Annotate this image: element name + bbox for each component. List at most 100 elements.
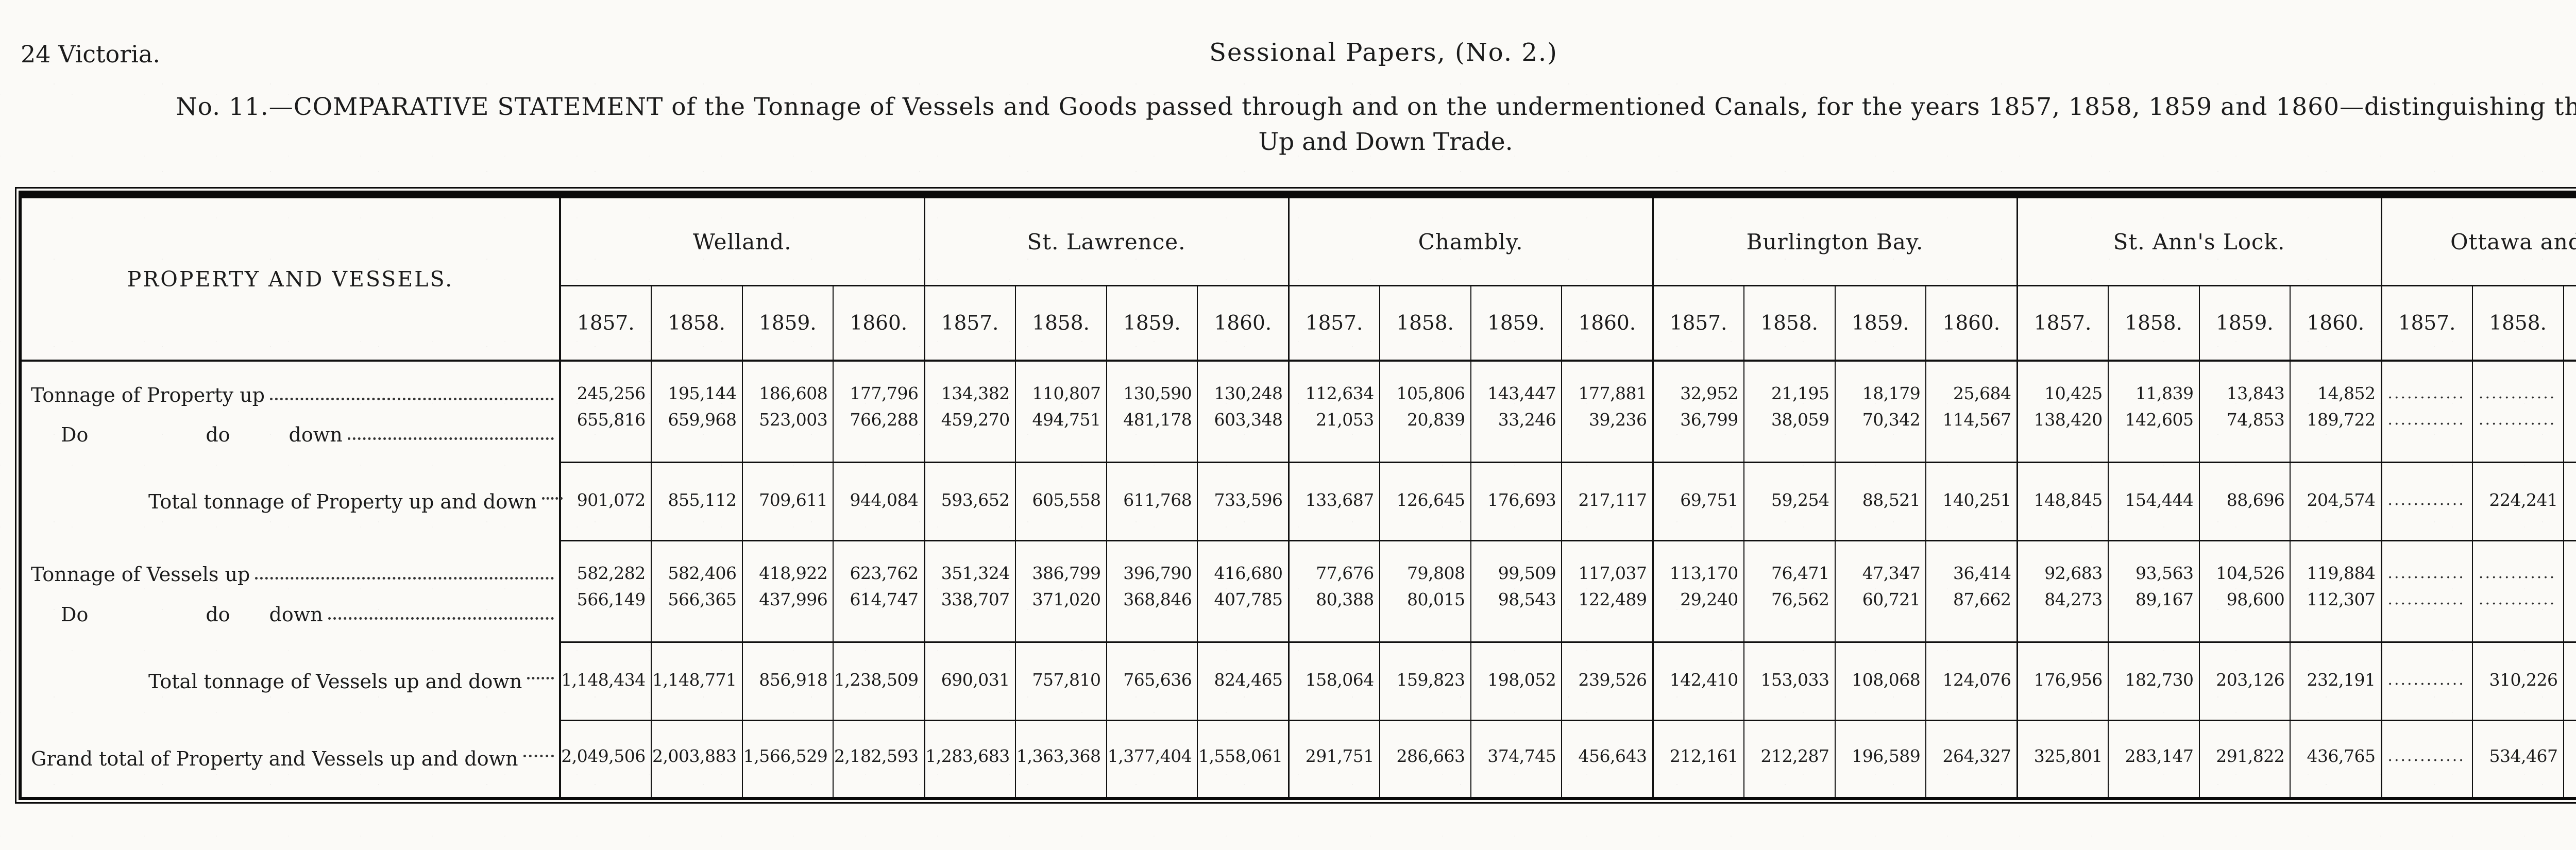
dot-leader <box>347 437 554 440</box>
data-cell: 98,600 <box>2198 586 2291 642</box>
data-cell: 36,414 <box>1925 540 2017 587</box>
data-cell: 944,084 <box>833 462 924 541</box>
data-cell: 212,287 <box>1743 720 1835 797</box>
data-cell: 186,608 <box>741 361 834 407</box>
data-cell: 130,590 <box>1106 361 1198 407</box>
data-cell: 1,377,404 <box>1106 720 1198 797</box>
dot-leader <box>270 397 554 400</box>
data-cell: 368,846 <box>1106 586 1198 642</box>
data-cell: 154,444 <box>2107 462 2199 541</box>
data-cell: 198,052 <box>1470 641 1562 721</box>
data-cell: 20,839 <box>1379 406 1471 463</box>
data-cell: 2,182,593 <box>833 720 924 797</box>
year-header: 1858. <box>1743 285 1835 362</box>
data-cell: 148,845 <box>2016 462 2108 541</box>
data-cell: 1,148,771 <box>650 641 742 721</box>
canal-header-st-anns-lock: St. Ann's Lock. <box>2016 198 2381 287</box>
data-cell: 371,020 <box>1014 586 1107 642</box>
data-cell: ............ <box>2380 641 2472 721</box>
data-cell: 59,254 <box>1743 462 1835 541</box>
data-cell: 79,808 <box>1379 540 1471 587</box>
data-cell: ............ <box>2471 540 2564 587</box>
page-header: 24 Victoria. Sessional Papers, (No. 2.) … <box>21 38 2576 76</box>
data-cell: 159,823 <box>1379 641 1471 721</box>
canal-header-ottawa-rideau: Ottawa and Rideau. <box>2380 198 2576 287</box>
data-cell: 1,558,061 <box>1197 720 1289 797</box>
row-label-text: Total tonnage of Property up and down <box>148 490 537 513</box>
data-cell: 88,696 <box>2198 462 2291 541</box>
canal-header-st-lawrence: St. Lawrence. <box>923 198 1289 287</box>
year-header: 1857. <box>559 285 651 362</box>
data-cell: 88,521 <box>1834 462 1926 541</box>
table-row: Tonnage of Vessels up 582,282 582,406 418,9… <box>22 540 2576 587</box>
data-cell: 494,751 <box>1014 406 1107 463</box>
data-cell: 87,662 <box>1925 586 2017 642</box>
data-cell: 396,790 <box>1106 540 1198 587</box>
data-cell: 1,566,529 <box>741 720 834 797</box>
data-cell: 105,806 <box>1379 361 1471 407</box>
data-cell: 76,562 <box>1743 586 1835 642</box>
data-cell: 69,751 <box>1652 462 1744 541</box>
data-cell: ............ <box>2380 720 2472 797</box>
data-cell: 21,195 <box>1743 361 1835 407</box>
data-cell: 60,721 <box>1834 586 1926 642</box>
data-cell: 611,768 <box>1106 462 1198 541</box>
data-cell: 195,144 <box>650 361 742 407</box>
data-cell: ............ <box>2380 586 2472 642</box>
data-cell: ............ <box>2471 406 2564 463</box>
data-cell: 481,178 <box>1106 406 1198 463</box>
data-cell: 112,634 <box>1287 361 1380 407</box>
data-cell: 1,148,434 <box>559 641 651 721</box>
data-cell: 855,112 <box>650 462 742 541</box>
data-cell: 232,191 <box>2290 641 2381 721</box>
data-cell: 142,605 <box>2107 406 2199 463</box>
data-cell: 133,687 <box>1287 462 1380 541</box>
year-header: 1860. <box>1197 285 1289 362</box>
stub-header: PROPERTY AND VESSELS. <box>22 198 561 362</box>
data-cell: 76,471 <box>1743 540 1835 587</box>
publication-title: Sessional Papers, (No. 2.) <box>1209 38 1558 67</box>
data-cell: 323,221 <box>2563 641 2576 721</box>
table-row: Total tonnage of Vessels up and down 1,14… <box>22 641 2576 721</box>
data-cell: 21,053 <box>1287 406 1380 463</box>
data-cell: 33,246 <box>1470 406 1562 463</box>
year-header: 1857. <box>2380 285 2472 362</box>
data-cell: 224,241 <box>2471 462 2564 541</box>
data-cell: ............ <box>2380 540 2472 587</box>
data-cell: 177,796 <box>833 361 924 407</box>
data-cell: 189,722 <box>2290 406 2381 463</box>
data-cell: 212,161 <box>1652 720 1744 797</box>
row-label: Tonnage of Property up <box>22 361 561 407</box>
data-cell: 351,324 <box>923 540 1015 587</box>
data-cell: 690,031 <box>923 641 1015 721</box>
data-cell: 177,881 <box>1561 361 1653 407</box>
data-cell: ............ <box>2380 462 2472 541</box>
year-header-row: 1857. 1858. 1859. 1860. 1857. 1858. 1859. 1860.… <box>22 285 2576 362</box>
data-cell: 124,076 <box>1925 641 2017 721</box>
data-cell: 416,680 <box>1197 540 1289 587</box>
dot-leader <box>255 577 554 580</box>
data-cell: 160,004 <box>2563 540 2576 587</box>
year-header: 1860. <box>1925 285 2017 362</box>
table-row: Do do down 566,149 566,365 437,996 614,747 33… <box>22 586 2576 642</box>
row-label: Total tonnage of Vessels up and down <box>22 642 561 721</box>
data-cell: 374,745 <box>1470 720 1562 797</box>
data-cell: 659,968 <box>650 406 742 463</box>
data-cell: 134,382 <box>923 361 1015 407</box>
data-cell: 766,288 <box>833 406 924 463</box>
data-cell: 39,236 <box>1561 406 1653 463</box>
data-cell: 47,347 <box>1834 540 1926 587</box>
data-cell: 283,147 <box>2107 720 2199 797</box>
data-cell: 104,526 <box>2198 540 2291 587</box>
data-cell: 99,509 <box>1470 540 1562 587</box>
data-cell: 291,751 <box>1287 720 1380 797</box>
year-header: 1857. <box>923 285 1015 362</box>
data-cell: 286,663 <box>1379 720 1471 797</box>
data-cell: 74,853 <box>2198 406 2291 463</box>
data-cell: 143,447 <box>1470 361 1562 407</box>
statement-title-line2: Up and Down Trade. <box>1258 128 1513 157</box>
data-cell: 765,636 <box>1106 641 1198 721</box>
data-cell: 10,425 <box>2016 361 2108 407</box>
data-cell: 113,170 <box>1652 540 1744 587</box>
year-header: 1858. <box>1379 285 1471 362</box>
